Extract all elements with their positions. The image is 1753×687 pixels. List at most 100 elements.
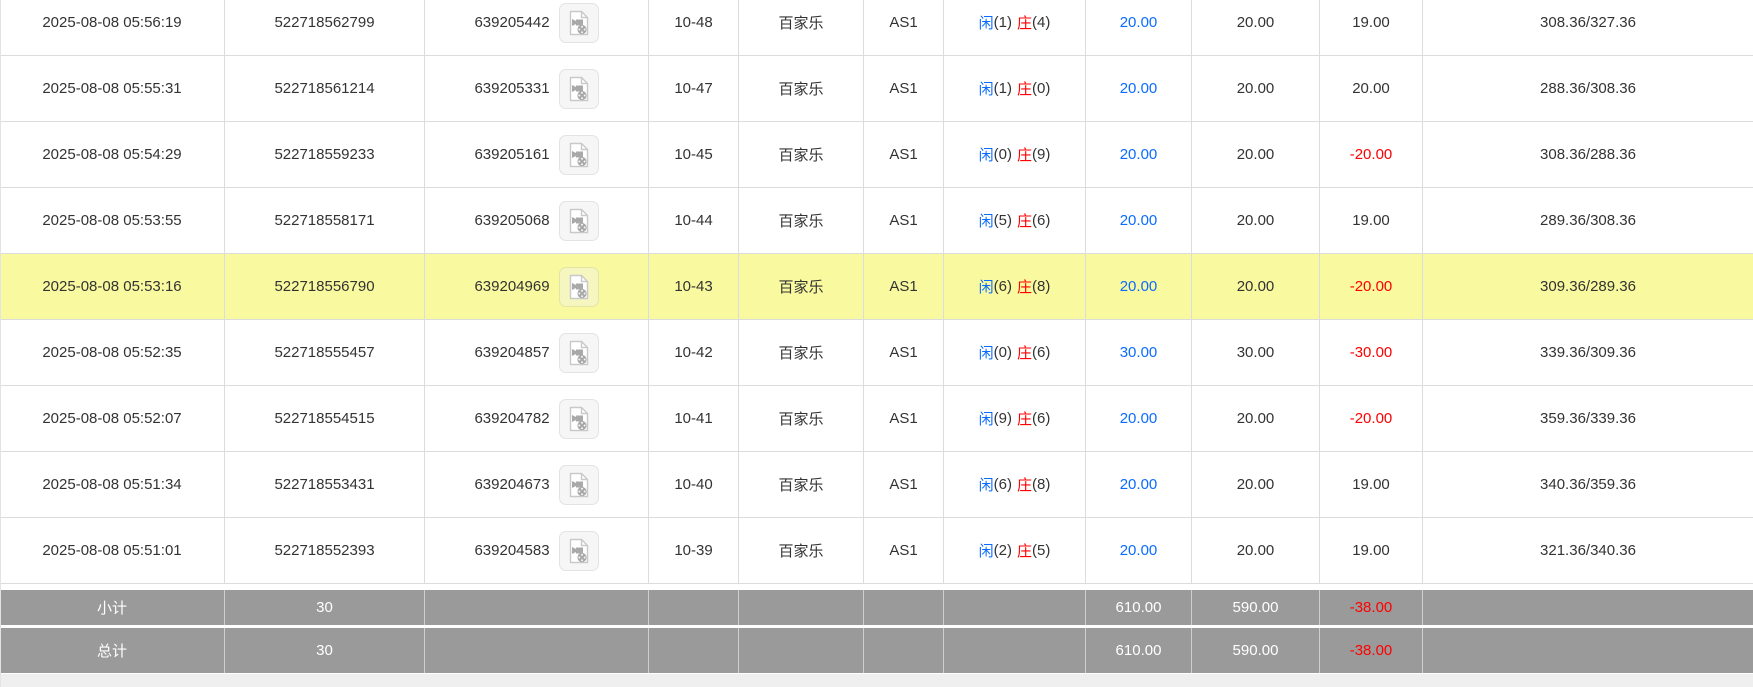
video-replay-button[interactable] bbox=[558, 530, 599, 571]
table-row[interactable]: 2025-08-08 05:51:01 522718552393 6392045… bbox=[0, 518, 1753, 584]
bet-id: 522718558171 bbox=[225, 188, 425, 253]
table-name: AS1 bbox=[864, 254, 944, 319]
banker-score: (5) bbox=[1032, 542, 1051, 559]
bet-id: 522718552393 bbox=[225, 518, 425, 583]
video-replay-button[interactable] bbox=[558, 68, 599, 109]
subtotal-valid: 590.00 bbox=[1192, 590, 1320, 625]
video-record-icon bbox=[569, 274, 588, 299]
game-result: 闲 (6) 庄 (8) bbox=[944, 452, 1086, 517]
balance-before-after: 339.36/309.36 bbox=[1540, 344, 1636, 361]
bet-time: 2025-08-08 05:53:55 bbox=[0, 188, 225, 253]
valid-amount: 20.00 bbox=[1192, 452, 1320, 517]
bet-id: 522718561214 bbox=[225, 56, 425, 121]
bet-amount-link[interactable]: 20.00 bbox=[1119, 278, 1158, 295]
video-record-icon bbox=[569, 538, 588, 563]
player-score: (1) bbox=[993, 80, 1012, 97]
winloss-amount: -30.00 bbox=[1320, 320, 1423, 385]
round-id: 639204857 bbox=[474, 344, 550, 361]
subtotal-winloss: -38.00 bbox=[1320, 590, 1423, 625]
table-row[interactable]: 2025-08-08 05:53:16 522718556790 6392049… bbox=[0, 254, 1753, 320]
game-name: 百家乐 bbox=[739, 452, 864, 517]
bet-time: 2025-08-08 05:54:29 bbox=[0, 122, 225, 187]
bet-amount-link[interactable]: 30.00 bbox=[1119, 344, 1158, 361]
banker-score: (6) bbox=[1032, 410, 1051, 427]
bet-amount-cell: 20.00 bbox=[1086, 452, 1192, 517]
bet-amount-link[interactable]: 20.00 bbox=[1119, 410, 1158, 427]
player-score: (9) bbox=[993, 410, 1012, 427]
valid-amount: 20.00 bbox=[1192, 518, 1320, 583]
game-result: 闲 (5) 庄 (6) bbox=[944, 188, 1086, 253]
table-name: AS1 bbox=[864, 452, 944, 517]
bet-amount-link[interactable]: 20.00 bbox=[1119, 212, 1158, 229]
table-row[interactable]: 2025-08-08 05:52:35 522718555457 6392048… bbox=[0, 320, 1753, 386]
player-label: 闲 bbox=[978, 213, 994, 230]
banker-label: 庄 bbox=[1017, 279, 1033, 296]
banker-label: 庄 bbox=[1017, 15, 1033, 32]
subtotal-row: 小计 30 610.00 590.00 -38.00 bbox=[0, 590, 1753, 625]
bet-time: 2025-08-08 05:51:01 bbox=[0, 518, 225, 583]
bet-amount-link[interactable]: 20.00 bbox=[1119, 542, 1158, 559]
winloss-amount: 19.00 bbox=[1320, 188, 1423, 253]
table-row[interactable]: 2025-08-08 05:55:31 522718561214 6392053… bbox=[0, 56, 1753, 122]
game-name: 百家乐 bbox=[739, 254, 864, 319]
subtotal-label: 小计 bbox=[0, 590, 225, 625]
bet-id: 522718553431 bbox=[225, 452, 425, 517]
banker-label: 庄 bbox=[1017, 345, 1033, 362]
video-replay-button[interactable] bbox=[558, 266, 599, 307]
banker-label: 庄 bbox=[1017, 81, 1033, 98]
video-replay-button[interactable] bbox=[558, 464, 599, 505]
round-number: 10-47 bbox=[649, 56, 739, 121]
round-id-cell: 639204583 bbox=[425, 518, 649, 583]
valid-amount: 20.00 bbox=[1192, 56, 1320, 121]
video-replay-button[interactable] bbox=[558, 332, 599, 373]
table-row[interactable]: 2025-08-08 05:53:55 522718558171 6392050… bbox=[0, 188, 1753, 254]
table-row[interactable]: 2025-08-08 05:52:07 522718554515 6392047… bbox=[0, 386, 1753, 452]
bet-id: 522718562799 bbox=[225, 0, 425, 55]
table-name: AS1 bbox=[864, 188, 944, 253]
video-record-icon bbox=[569, 142, 588, 167]
table-row[interactable]: 2025-08-08 05:51:34 522718553431 6392046… bbox=[0, 452, 1753, 518]
round-id-cell: 639205442 bbox=[425, 0, 649, 55]
winloss-amount: 20.00 bbox=[1320, 56, 1423, 121]
winloss-amount: -20.00 bbox=[1320, 122, 1423, 187]
video-replay-button[interactable] bbox=[558, 200, 599, 241]
bet-amount-link[interactable]: 20.00 bbox=[1119, 14, 1158, 31]
video-replay-button[interactable] bbox=[558, 2, 599, 43]
bet-amount-link[interactable]: 20.00 bbox=[1119, 80, 1158, 97]
player-label: 闲 bbox=[978, 81, 994, 98]
summary-divider bbox=[0, 625, 1753, 628]
player-score: (2) bbox=[993, 542, 1012, 559]
video-replay-button[interactable] bbox=[558, 134, 599, 175]
total-valid: 590.00 bbox=[1192, 628, 1320, 673]
balance-before-after: 340.36/359.36 bbox=[1540, 476, 1636, 493]
table-row[interactable]: 2025-08-08 05:56:19 522718562799 6392054… bbox=[0, 0, 1753, 56]
player-label: 闲 bbox=[978, 543, 994, 560]
bet-amount-link[interactable]: 20.00 bbox=[1119, 146, 1158, 163]
balance-before-after: 308.36/327.36 bbox=[1540, 14, 1636, 31]
bet-id: 522718555457 bbox=[225, 320, 425, 385]
video-replay-button[interactable] bbox=[558, 398, 599, 439]
total-label: 总计 bbox=[0, 628, 225, 673]
bet-amount-cell: 20.00 bbox=[1086, 518, 1192, 583]
bet-amount-link[interactable]: 20.00 bbox=[1119, 476, 1158, 493]
player-label: 闲 bbox=[978, 279, 994, 296]
bet-amount-cell: 30.00 bbox=[1086, 320, 1192, 385]
game-result: 闲 (2) 庄 (5) bbox=[944, 518, 1086, 583]
banker-score: (8) bbox=[1032, 278, 1051, 295]
game-result: 闲 (1) 庄 (0) bbox=[944, 56, 1086, 121]
bet-amount-cell: 20.00 bbox=[1086, 0, 1192, 55]
table-row[interactable]: 2025-08-08 05:54:29 522718559233 6392051… bbox=[0, 122, 1753, 188]
total-count: 30 bbox=[225, 628, 425, 673]
banker-label: 庄 bbox=[1017, 543, 1033, 560]
valid-amount: 20.00 bbox=[1192, 122, 1320, 187]
round-number: 10-48 bbox=[649, 0, 739, 55]
table-name: AS1 bbox=[864, 320, 944, 385]
round-id: 639205331 bbox=[474, 80, 550, 97]
video-record-icon bbox=[569, 10, 588, 35]
banker-score: (0) bbox=[1032, 80, 1051, 97]
total-winloss: -38.00 bbox=[1320, 628, 1423, 673]
winloss-amount: 19.00 bbox=[1320, 0, 1423, 55]
bet-id: 522718556790 bbox=[225, 254, 425, 319]
banker-label: 庄 bbox=[1017, 147, 1033, 164]
